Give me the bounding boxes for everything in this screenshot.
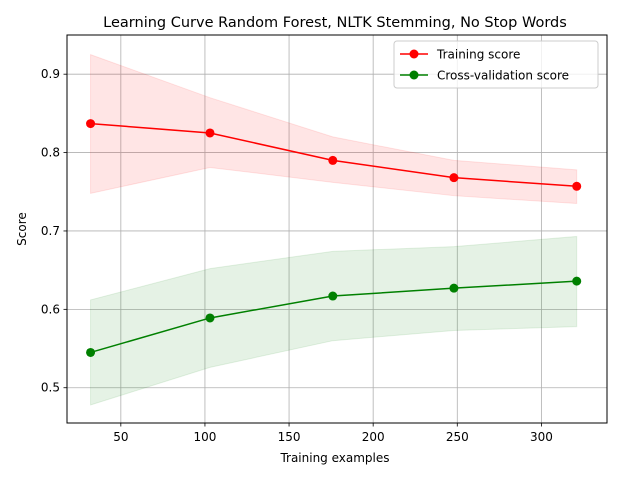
x-tick-label: 100 xyxy=(193,430,216,444)
x-tick-label: 300 xyxy=(530,430,553,444)
confidence-band-0 xyxy=(90,53,578,205)
legend-label: Cross-validation score xyxy=(437,69,569,83)
confidence-band-1 xyxy=(90,235,578,406)
data-point xyxy=(328,291,338,301)
y-tick-label: 0.7 xyxy=(41,224,60,238)
chart-title: Learning Curve Random Forest, NLTK Stemm… xyxy=(103,15,567,31)
data-point xyxy=(86,119,96,129)
x-tick-label: 250 xyxy=(446,430,469,444)
legend-marker xyxy=(409,70,419,80)
axis-ticks: 50 100 150 200 250 300 0.5 0.6 0.7 0.8 0.9 xyxy=(41,67,553,444)
y-tick-label: 0.6 xyxy=(41,302,60,316)
legend-box xyxy=(393,40,599,89)
data-point xyxy=(328,155,338,165)
legend-label: Training score xyxy=(436,48,520,62)
data-point xyxy=(572,276,582,286)
y-tick-label: 0.9 xyxy=(41,67,60,81)
data-point xyxy=(572,181,582,191)
legend-marker xyxy=(409,49,419,59)
data-point xyxy=(205,128,215,138)
data-point xyxy=(86,347,96,357)
data-point xyxy=(449,283,459,293)
data-point xyxy=(205,313,215,323)
plot-frame xyxy=(66,34,608,424)
x-tick-label: 200 xyxy=(362,430,385,444)
x-tick-label: 50 xyxy=(113,430,128,444)
confidence-bands xyxy=(90,53,578,406)
legend: Training score Cross-validation score xyxy=(393,40,599,89)
x-tick-label: 150 xyxy=(278,430,301,444)
x-axis-label: Training examples xyxy=(279,451,389,465)
y-tick-label: 0.5 xyxy=(41,381,60,395)
series-lines xyxy=(86,119,582,357)
y-tick-label: 0.8 xyxy=(41,146,60,160)
y-axis-label: Score xyxy=(15,212,29,246)
data-point xyxy=(449,173,459,183)
